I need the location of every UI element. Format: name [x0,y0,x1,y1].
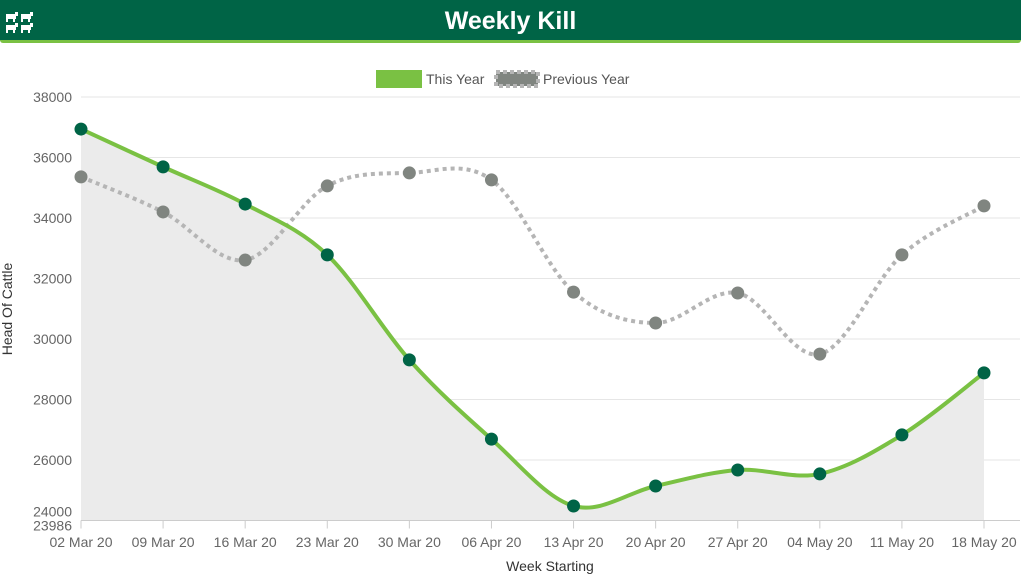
data-point [813,467,827,481]
data-point [977,199,991,213]
x-tick-label: 04 May 20 [787,534,853,550]
y-tick-label: 24000 [33,504,72,520]
legend-swatch-previous-year[interactable] [494,70,540,88]
data-point [895,248,909,262]
data-point [74,170,88,184]
data-point [731,463,745,477]
y-tick-label: 36000 [33,150,72,166]
page-title: Weekly Kill [444,7,577,35]
data-point [567,285,581,299]
y-axis-title: Head Of Cattle [0,262,15,355]
data-point [895,428,909,442]
legend-swatch-this-year[interactable] [376,70,422,88]
data-point [320,248,334,262]
x-tick-label: 16 Mar 20 [214,534,277,550]
area-0 [81,129,984,521]
data-point [156,205,170,219]
data-point [74,122,88,136]
legend-label-this-year[interactable]: This Year [426,71,485,87]
header-bar: Weekly Kill [0,0,1021,43]
x-tick-label: 13 Apr 20 [544,534,604,550]
x-tick-label: 27 Apr 20 [708,534,768,550]
x-tick-label: 11 May 20 [870,534,935,550]
y-tick-label: 26000 [33,452,72,468]
data-point [320,179,334,193]
y-tick-label: 32000 [33,271,72,287]
legend-label-previous-year[interactable]: Previous Year [543,71,630,87]
data-point [977,366,991,380]
x-tick-label: 06 Apr 20 [461,534,521,550]
x-axis-title: Week Starting [506,558,594,574]
y-tick-label: 30000 [33,331,72,347]
y-tick-label: 38000 [33,89,72,105]
x-tick-label: 18 May 20 [951,534,1017,550]
y-tick-label: 34000 [33,210,72,226]
x-tick-label: 20 Apr 20 [626,534,686,550]
data-point [402,353,416,367]
y-tick-label: 28000 [33,392,72,408]
data-point [813,347,827,361]
data-point [156,160,170,174]
y-tick-label: 23986 [33,518,72,534]
data-point [238,253,252,267]
data-point [484,173,498,187]
cattle-icon [6,12,33,33]
x-tick-label: 09 Mar 20 [132,534,195,550]
data-point [567,499,581,513]
data-point [484,432,498,446]
series-line-previous-year [80,166,986,357]
data-point [731,286,745,300]
x-tick-label: 30 Mar 20 [378,534,441,550]
data-point [238,197,252,211]
data-point [649,316,663,330]
data-point [402,166,416,180]
data-point [649,479,663,493]
x-tick-label: 23 Mar 20 [296,534,359,550]
x-tick-label: 02 Mar 20 [49,534,112,550]
